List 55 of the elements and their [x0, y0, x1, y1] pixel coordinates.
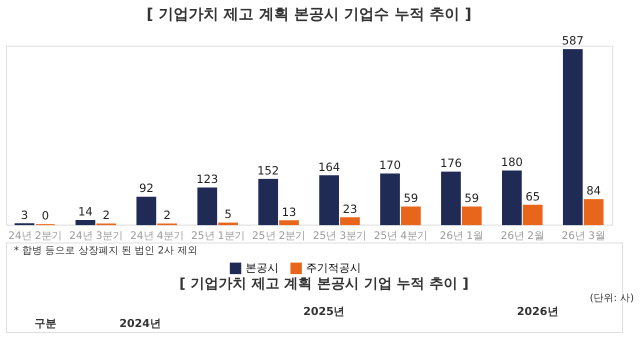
data-label: 65 — [525, 189, 540, 204]
data-label: 0 — [42, 208, 49, 223]
data-label: 84 — [586, 184, 601, 198]
bar — [522, 204, 543, 226]
x-tick-label: 24년 4분기 — [130, 230, 184, 242]
data-label: 164 — [318, 160, 340, 174]
data-label: 176 — [440, 156, 462, 170]
text: * 합병 등으로 상장폐지 된 법인 2사 제외 — [14, 245, 198, 256]
bar — [340, 217, 360, 226]
data-label: 2 — [164, 208, 171, 222]
data-label: 5 — [224, 207, 232, 222]
data-label: 92 — [139, 181, 154, 196]
data-label: 59 — [464, 191, 480, 206]
data-label: 2 — [102, 208, 110, 222]
x-tick-label: 24년 2분기 — [8, 230, 62, 242]
bar — [76, 220, 96, 226]
x-tick-label: 24년 3분기 — [69, 230, 122, 242]
bar — [401, 206, 421, 226]
bar — [258, 178, 278, 226]
text: 2024년 — [119, 317, 161, 330]
x-tick-label: 25년 4분기 — [374, 230, 428, 242]
chart-title: [ 기업가치 제고 계획 본공시 기업수 누적 추이 ] — [146, 4, 472, 23]
data-label: 170 — [379, 158, 401, 172]
data-label: 123 — [196, 172, 218, 186]
bar — [584, 199, 604, 226]
bar — [279, 220, 299, 226]
bar — [319, 175, 339, 226]
data-label: 59 — [404, 191, 418, 206]
x-tick-label: 26년 1월 — [440, 230, 483, 242]
text: 구분 — [34, 317, 57, 330]
data-label: 180 — [500, 155, 523, 170]
text: 2026년 — [516, 305, 558, 318]
x-tick-label: 25년 3분기 — [312, 230, 366, 242]
legend-label: 본공시 — [245, 261, 278, 274]
x-tick-label: 25년 1분기 — [191, 230, 244, 242]
x-tick-label: 25년 2분기 — [252, 230, 306, 242]
x-tick-label: 26년 2월 — [500, 230, 544, 242]
bar — [502, 170, 522, 226]
bar — [441, 172, 461, 226]
text: (단위: 사) — [590, 293, 634, 304]
bar — [197, 187, 218, 226]
data-label: 13 — [282, 204, 296, 219]
legend-label: 주기적공시 — [306, 261, 362, 274]
data-label: 23 — [342, 202, 358, 216]
data-label: 587 — [562, 34, 584, 48]
text: 2025년 — [303, 305, 345, 318]
bar — [380, 173, 400, 226]
bar — [136, 196, 156, 226]
bar — [562, 49, 583, 226]
data-label: 152 — [257, 163, 280, 178]
bar — [462, 206, 482, 226]
x-tick-label: 26년 3월 — [562, 230, 605, 242]
data-label: 14 — [78, 204, 93, 218]
data-label: 3 — [20, 208, 28, 222]
text: [ 기업가치 제고 계획 본공시 기업 누적 추이 ] — [179, 276, 469, 292]
